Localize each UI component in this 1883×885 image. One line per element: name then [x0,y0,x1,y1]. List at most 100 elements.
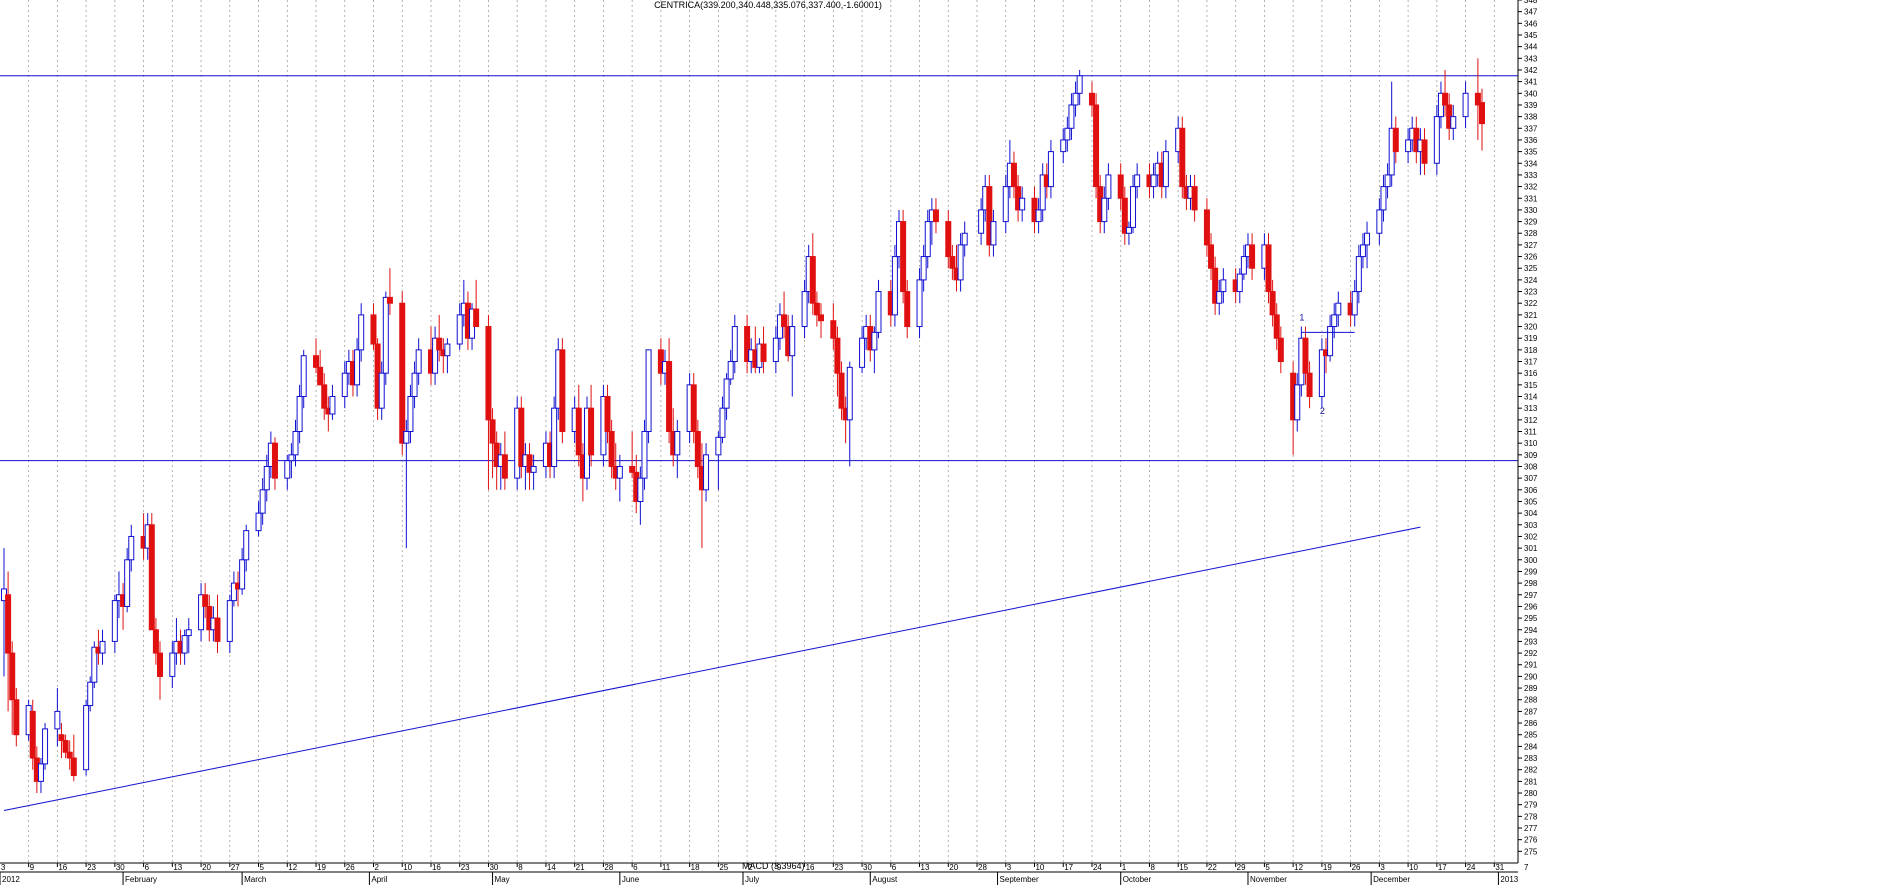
candle [727,349,734,385]
candle-body [432,337,439,374]
y-axis: 275 276 277 278 279 280 281 282 283 284 285 286 287 2… [1517,0,1538,863]
y-tick-label: 289 [1524,684,1538,693]
candle [932,198,939,234]
candle [239,548,246,595]
candle-body [1220,279,1227,293]
x-tick-label: 6 [892,863,897,872]
candle [124,548,131,613]
candle [296,384,303,444]
month-label: May [495,875,510,884]
candle [1076,69,1083,105]
candle [432,326,439,385]
x-tick-label: 28 [604,863,613,872]
annotation-label: 1 [1299,313,1304,323]
candle [978,198,985,245]
y-tick-label: 346 [1524,19,1538,28]
candle [436,314,443,362]
y-tick-label: 275 [1524,847,1538,856]
candle-body [313,355,320,368]
candle-body [185,629,192,637]
candle [526,443,533,490]
candle [1093,93,1100,199]
candle-body [1105,174,1112,199]
x-tick-label: 20 [949,863,958,872]
candle [1088,81,1095,117]
candle-body [124,559,131,607]
month-label: September [1000,875,1039,884]
x-tick-label: 20 [202,863,211,872]
y-tick-label: 280 [1524,789,1538,798]
candle [723,373,730,420]
candle [1273,303,1280,350]
candle-body [1355,256,1362,293]
candle-body [1433,116,1440,164]
candle-body [838,372,845,409]
candle [341,361,348,409]
x-tick-label: 30 [116,863,125,872]
candle-body [518,407,525,467]
candle [399,291,406,455]
x-tick-label: 28 [978,863,987,872]
candle [744,314,751,374]
candle-body [263,465,270,491]
candle [255,501,262,537]
candle-body [526,454,533,473]
candle-body [407,396,414,433]
y-tick-label: 277 [1524,824,1538,833]
month-label: December [1373,875,1410,884]
candle [202,583,209,619]
candle [263,454,270,502]
candle-body [1364,232,1371,246]
candle [13,688,20,747]
candle [148,513,155,631]
candle-body [916,279,923,328]
y-tick-label: 294 [1524,626,1538,635]
candle [789,314,796,397]
candle [29,699,36,770]
candle-body [1002,186,1009,223]
candle-body [641,431,648,479]
candle [629,431,636,479]
candle-body [1150,174,1157,188]
x-tick-label: 23 [87,863,96,872]
candle-body [202,594,209,607]
candle-body [99,640,106,654]
candle [259,478,266,525]
y-tick-label: 286 [1524,719,1538,728]
month-label: February [125,875,157,884]
x-tick-label: 13 [921,863,930,872]
candle [1351,279,1358,327]
x-tick-label: 25 [719,863,728,872]
x-tick-label: 12 [1294,863,1303,872]
candle [1060,128,1067,164]
candle-body [1384,174,1391,188]
candle [473,279,480,328]
candle [551,396,558,479]
candle-body [288,454,295,462]
candle-body [949,256,956,269]
y-tick-label: 285 [1524,731,1538,740]
y-tick-label: 288 [1524,696,1538,705]
candle [1335,291,1342,327]
y-tick-label: 331 [1524,194,1538,203]
candle [1035,198,1042,234]
x-tick-label: 15 [1179,863,1188,872]
x-tick-label: 9 [777,863,782,872]
candle [1047,139,1054,199]
y-tick-label: 329 [1524,218,1538,227]
candle [354,338,361,397]
candle [1405,128,1412,164]
y-tick-label: 311 [1524,428,1537,437]
candle [694,419,701,479]
y-tick-label: 333 [1524,171,1538,180]
x-tick-label: 3 [1007,863,1012,872]
candle-body [575,407,582,456]
trendline [3,526,1421,812]
candle [1433,104,1440,175]
candle-body [58,734,65,742]
candle-body [403,431,410,444]
y-tick-label: 334 [1524,159,1538,168]
candle-body [37,763,44,782]
candle [781,291,788,339]
candle [703,443,710,502]
